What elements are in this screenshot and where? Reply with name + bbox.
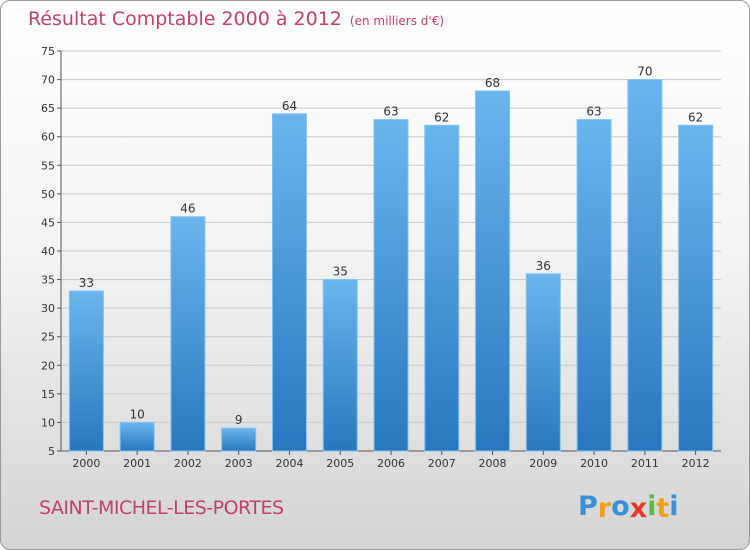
y-tick-label: 5 xyxy=(48,445,55,458)
y-tick-label: 50 xyxy=(41,188,55,201)
bar xyxy=(373,119,409,452)
logo-letter: i xyxy=(647,491,657,522)
value-label: 62 xyxy=(434,110,449,124)
y-tick-label: 45 xyxy=(41,216,55,229)
bar xyxy=(68,290,104,452)
x-tick-label: 2011 xyxy=(631,457,659,470)
y-tick-label: 35 xyxy=(41,274,55,287)
y-tick-label: 30 xyxy=(41,302,55,315)
logo-letter: t xyxy=(656,493,670,524)
value-label: 46 xyxy=(180,202,195,216)
x-tick-label: 2000 xyxy=(72,457,100,470)
x-tick-label: 2004 xyxy=(275,457,303,470)
x-tick-label: 2001 xyxy=(123,457,151,470)
city-name: SAINT-MICHEL-LES-PORTES xyxy=(39,497,284,519)
bar xyxy=(221,427,257,452)
x-tick-label: 2010 xyxy=(580,457,608,470)
x-tick-label: 2008 xyxy=(479,457,507,470)
logo-letter: x xyxy=(629,493,648,524)
value-label: 35 xyxy=(333,265,348,279)
value-label: 63 xyxy=(586,105,601,119)
value-label: 70 xyxy=(637,65,652,79)
y-tick-label: 70 xyxy=(41,74,55,87)
y-tick-label: 60 xyxy=(41,131,55,144)
value-label: 63 xyxy=(383,105,398,119)
value-label: 9 xyxy=(235,413,243,427)
logo-letter: P xyxy=(578,491,598,522)
bar xyxy=(627,79,663,452)
y-tick-label: 65 xyxy=(41,102,55,115)
y-tick-label: 15 xyxy=(41,388,55,401)
bar xyxy=(525,273,561,452)
x-tick-label: 2002 xyxy=(174,457,202,470)
x-tick-label: 2005 xyxy=(326,457,354,470)
logo-letter: r xyxy=(597,493,612,524)
y-tick-label: 55 xyxy=(41,159,55,172)
proxiti-logo: Proxiti xyxy=(578,491,679,524)
chart-title: Résultat Comptable 2000 à 2012 (en millie… xyxy=(28,8,444,30)
value-label: 10 xyxy=(130,407,145,421)
x-tick-label: 2007 xyxy=(428,457,456,470)
bar xyxy=(271,113,307,452)
bar xyxy=(170,216,206,452)
y-tick-label: 25 xyxy=(41,331,55,344)
y-tick-label: 75 xyxy=(41,45,55,58)
bar xyxy=(576,119,612,452)
value-label: 33 xyxy=(79,276,94,290)
x-tick-label: 2012 xyxy=(682,457,710,470)
x-tick-label: 2003 xyxy=(225,457,253,470)
x-tick-label: 2006 xyxy=(377,457,405,470)
y-tick-label: 20 xyxy=(41,359,55,372)
bar xyxy=(322,279,358,452)
y-tick-label: 40 xyxy=(41,245,55,258)
logo-letter: o xyxy=(611,491,630,522)
value-label: 62 xyxy=(688,110,703,124)
title-text: Résultat Comptable 2000 à 2012 xyxy=(28,8,342,30)
title-unit: (en milliers d'€) xyxy=(349,14,445,28)
value-label: 36 xyxy=(536,259,551,273)
y-tick-label: 10 xyxy=(41,416,55,429)
value-label: 68 xyxy=(485,76,500,90)
logo-letter: i xyxy=(669,491,679,522)
bar xyxy=(119,421,155,452)
value-label: 64 xyxy=(282,99,297,113)
bar xyxy=(678,124,714,452)
bar xyxy=(424,124,460,452)
x-tick-label: 2009 xyxy=(529,457,557,470)
bar xyxy=(475,90,511,452)
